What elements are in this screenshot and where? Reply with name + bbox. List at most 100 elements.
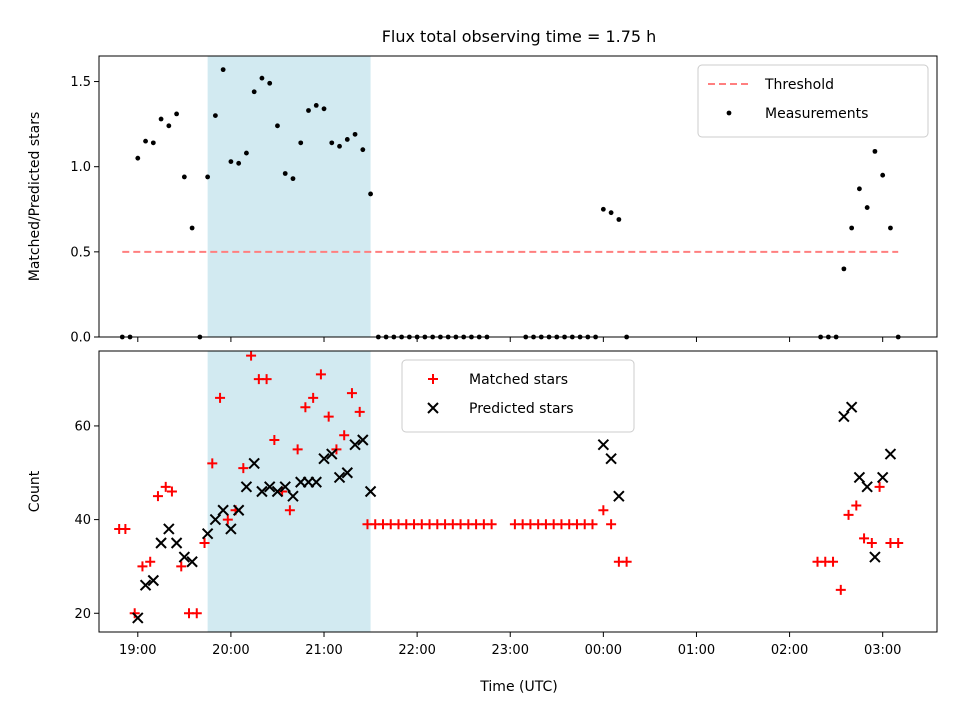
panel-2: 19:00 20:00 21:00 22:00 23:00 00:00 01:00 02:00… [27,350,938,658]
data-point [199,538,210,549]
data-point [888,225,893,231]
data-point [368,191,373,197]
data-point [267,80,273,86]
data-point [329,140,335,146]
legend-label: Measurements [765,106,868,122]
data-point [275,123,280,129]
data-point [306,108,311,113]
observing-window-span [207,56,371,337]
data-point [246,350,257,361]
data-point [835,584,846,595]
y-tick-label: 1.0 [70,160,91,175]
series-predicted-stars [132,401,897,624]
data-point [308,392,319,403]
data-point [859,533,870,544]
legend-box [697,64,929,138]
data-point [176,561,187,572]
data-point [152,491,163,502]
data-point [261,374,272,385]
data-point [284,505,295,516]
data-point [828,556,839,567]
legend-swatch [428,374,438,384]
data-point [139,579,152,591]
data-point [605,453,617,465]
data-point [181,174,187,180]
x-tick-label: 20:00 [212,643,249,658]
data-point [349,438,361,451]
data-point [326,448,338,460]
data-point [587,519,598,530]
data-point [874,481,885,492]
data-point [186,556,198,568]
data-point [209,513,222,526]
data-point [608,210,614,216]
y-tick-label: 0.5 [70,245,91,260]
data-point [271,485,284,498]
data-point [298,140,304,146]
data-point [201,527,214,540]
data-point [880,172,886,178]
series-matched-stars [114,350,904,619]
data-point [228,159,234,164]
data-point [864,205,870,210]
data-point [606,519,617,530]
data-point [158,116,164,122]
data-point [323,411,334,422]
data-point [292,444,303,455]
data-point [178,551,191,563]
data-point [132,612,144,624]
data-point [256,485,268,498]
data-point [236,160,242,166]
y-tick-label: 0.0 [70,331,91,346]
data-point [279,481,291,493]
data-point [333,471,346,484]
x-axis-label: Time (UTC) [479,679,557,695]
data-point [147,574,160,587]
data-point [120,523,131,534]
x-tick-label: 00:00 [585,643,622,658]
data-point [884,448,897,460]
data-point [851,500,862,511]
data-point [244,150,249,156]
x-tick-label: 22:00 [398,643,435,658]
data-point [315,369,326,380]
y-axis-label: Count [27,470,43,512]
data-point [857,186,862,192]
data-point [352,131,358,137]
data-point [170,537,183,549]
data-point [600,206,606,212]
data-point [191,608,202,619]
data-point [339,430,350,441]
data-point [357,434,369,446]
data-point [150,140,156,146]
data-point [232,504,245,516]
series-measurements [119,67,901,340]
legend-label: Predicted stars [469,401,574,417]
data-point [160,481,171,492]
data-point [486,519,497,530]
data-point [269,434,280,445]
x-tick-label: 21:00 [305,643,342,658]
data-point [344,137,350,142]
data-point [263,481,276,493]
data-point [872,148,878,154]
data-point [248,457,260,470]
data-point [137,561,148,572]
data-point [222,514,233,525]
data-point [360,147,366,153]
data-point [893,538,904,549]
data-point [217,504,229,516]
data-point [174,111,179,117]
data-point [321,106,327,112]
data-point [240,481,253,493]
legend-label: Matched stars [469,372,568,388]
x-tick-label: 23:00 [492,643,529,658]
y-tick-label: 40 [74,513,91,528]
x-tick-label: 03:00 [864,643,901,658]
data-point [597,438,610,451]
data-point [225,523,237,535]
plot-frame [98,55,938,338]
legend: Matched stars Predicted stars [401,359,635,433]
data-point [145,556,156,567]
